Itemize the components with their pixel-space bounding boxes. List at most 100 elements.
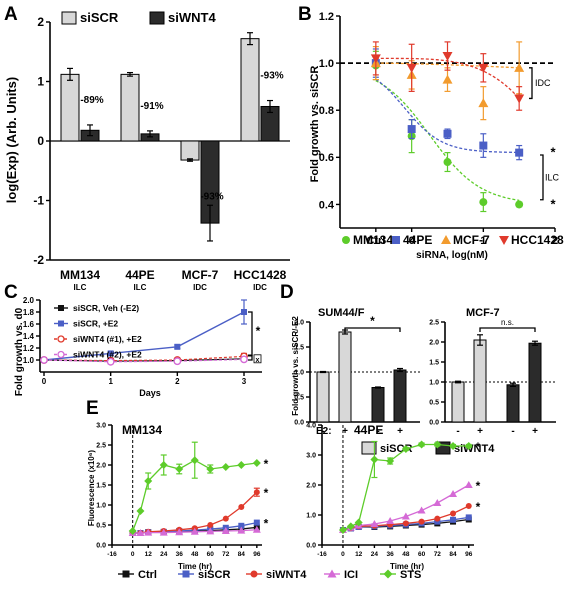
b-legend-label: MCF-7: [453, 233, 490, 247]
e-point: [253, 489, 260, 496]
e-ylabel: Fluorescence (x10⁶): [87, 450, 96, 526]
e-point: [449, 490, 458, 497]
e-legend-label: STS: [400, 569, 421, 581]
b-point-hcc1428: [514, 94, 525, 104]
e-point: [465, 503, 472, 509]
e-point: [159, 528, 168, 536]
e-legend-marker: [122, 570, 130, 578]
c-ylabel: Fold growth vs. d0: [14, 307, 25, 396]
d-bar-siscr: [473, 339, 487, 423]
e-point: [433, 499, 442, 506]
c-point: [174, 343, 181, 350]
c-legend-label: siSCR, Veh (-E2): [73, 303, 139, 313]
b-point-44pe: [443, 129, 452, 138]
d-e2-label: E2:: [316, 426, 332, 437]
d-e2-value: +: [477, 426, 483, 437]
c-legend-marker: [57, 335, 65, 343]
e-point: [386, 457, 395, 465]
e-xtick-label: 48: [191, 551, 199, 558]
e-xtick-label: 12: [355, 551, 363, 558]
c-legend-marker: [58, 305, 64, 311]
a-ytick-label: 0: [37, 134, 44, 148]
e-xtick-label: 24: [371, 551, 379, 558]
e-sub2-xlabel: Time (hr): [390, 562, 424, 571]
b-legend-marker: [499, 236, 509, 245]
c-xtick-label: 2: [175, 377, 180, 386]
c-legend-marker: [58, 320, 64, 327]
e-point: [144, 477, 153, 485]
e-point: [449, 442, 458, 450]
e-point: [221, 527, 230, 534]
e-point: [417, 506, 426, 514]
c-legend-label: siWNT4 (#1), +E2: [73, 334, 142, 344]
e-sub1-ytick-label: 2.0: [96, 462, 106, 469]
e-point: [237, 526, 246, 534]
b-point-44pe: [479, 141, 488, 150]
b-xlabel: siRNA, log(nM): [416, 250, 488, 261]
b-point-44pe: [407, 125, 416, 134]
e-legend-marker: [383, 569, 393, 579]
e-point: [418, 518, 425, 525]
e-sub2-title: 44PE: [354, 423, 383, 437]
c-legend-label: siWNT4 (#2), +E2: [73, 350, 142, 360]
e-point: [144, 528, 153, 536]
c-point: [106, 357, 115, 366]
e-point: [175, 465, 184, 473]
b-xtick-label: Ctrl: [366, 235, 385, 247]
d-sub2-ytick-label: 0.5: [429, 399, 439, 406]
d-sub1-title: SUM44/F: [318, 307, 365, 319]
a-subcategory-label: IDC: [253, 283, 267, 292]
c-ytick-label: 1.8: [23, 308, 35, 317]
c-ytick-label: 1.6: [23, 320, 35, 329]
c-ytick-label: 2.0: [23, 296, 35, 305]
a-bar-siscr: [120, 73, 140, 142]
panel-letter-d: D: [280, 282, 294, 303]
e-star: *: [264, 486, 269, 500]
d-bar-siscr: [338, 331, 352, 423]
d-bar-siwnt4: [506, 384, 520, 423]
e-sub1-ytick-label: 1.5: [96, 482, 106, 489]
b-point-mcf7: [478, 98, 489, 108]
d-bar-siwnt4: [371, 387, 385, 423]
b-bracket-label-idc: IDC: [535, 78, 551, 88]
c-point: [173, 357, 182, 366]
e-xtick-label: 96: [253, 551, 261, 558]
a-bar-siscr: [60, 73, 80, 142]
e-legend-marker: [182, 570, 190, 578]
e-xtick-label: 12: [145, 551, 153, 558]
e-xtick-label: 36: [176, 551, 184, 558]
c-point: [240, 355, 248, 364]
e-xtick-label: 84: [238, 551, 246, 558]
d-legend-label-siscr: siSCR: [380, 443, 412, 455]
e-legend-marker: [327, 569, 337, 578]
e-xtick-label: 72: [434, 551, 442, 558]
d-e2-value: -: [321, 426, 324, 437]
e-point: [450, 516, 457, 523]
e-legend-label: siSCR: [198, 569, 230, 581]
e-legend-label: siWNT4: [266, 569, 307, 581]
b-point-hcc1428: [406, 63, 417, 73]
a-category-label: MCF-7: [182, 268, 219, 282]
e-point: [464, 481, 473, 488]
a-category-label: 44PE: [125, 268, 154, 282]
panel-letter-e: E: [86, 398, 99, 419]
e-point: [252, 525, 261, 533]
e-sub2-ytick-label: 1.0: [306, 512, 316, 519]
e-point: [417, 440, 426, 449]
d-sub2-ytick-label: 2.0: [429, 339, 439, 346]
e-sub1-ytick-label: 0.0: [96, 542, 106, 549]
d-sub1-ytick-label: 1.5: [294, 344, 304, 351]
e-point: [450, 510, 457, 517]
e-xtick-label: 84: [449, 551, 457, 558]
b-legend-marker: [392, 236, 400, 244]
b-legend-label: HCC1428: [511, 233, 564, 247]
b-legend-label: MM134: [353, 233, 393, 247]
a-legend-label-siscr: siSCR: [80, 10, 119, 25]
d-e2-value: -: [456, 426, 459, 437]
b-xtick-label: 0: [409, 235, 415, 247]
e-sub1-ytick-label: 1.0: [96, 502, 106, 509]
b-legend-marker: [441, 235, 451, 244]
d-legend-swatch-siscr: [361, 441, 377, 455]
e-point: [401, 445, 410, 453]
a-ytick-label: -2: [33, 253, 44, 267]
